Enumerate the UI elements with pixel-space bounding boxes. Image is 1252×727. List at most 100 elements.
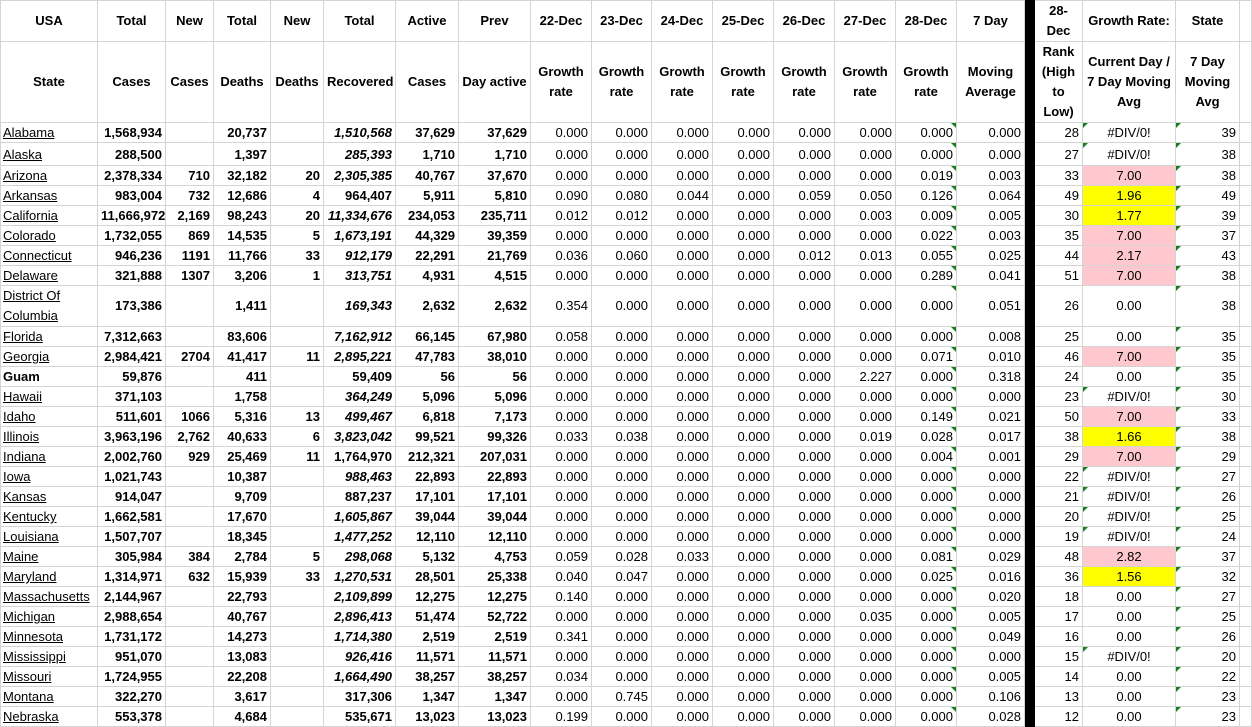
header-cell-growth-28-dec[interactable]: Growth rate	[895, 41, 957, 123]
cell-rank[interactable]: 7.00	[1082, 265, 1176, 286]
cell-total-deaths[interactable]: 14,273	[213, 626, 271, 647]
cell-growth-25-dec[interactable]: 0.000	[712, 426, 774, 447]
cell-growth-24-dec[interactable]: 0.000	[651, 486, 713, 507]
cell-growth-28-dec[interactable]: 0.000	[895, 626, 957, 647]
cell-growth-rate-ratio[interactable]: 37	[1175, 225, 1240, 246]
cell-prev-day-active[interactable]: 4,515	[458, 265, 531, 286]
cell-growth-28-dec[interactable]: 0.000	[895, 466, 957, 487]
cell-total-deaths[interactable]: 15,939	[213, 566, 271, 587]
cell-total-deaths[interactable]: 3,617	[213, 686, 271, 707]
cell-divider[interactable]: 19	[1034, 526, 1083, 547]
cell-growth-rate-ratio[interactable]: 35	[1175, 326, 1240, 347]
cell-active-cases[interactable]: 5,132	[395, 546, 459, 567]
cell-total-cases[interactable]: 173,386	[97, 285, 166, 327]
state-cell[interactable]: Massachusetts	[0, 586, 98, 607]
cell-growth-rate-ratio[interactable]: 39	[1175, 205, 1240, 226]
cell-growth-23-dec[interactable]: 0.000	[591, 506, 652, 527]
cell-prev-day-active[interactable]: 5,096	[458, 386, 531, 407]
cell-growth-22-dec[interactable]: 0.000	[530, 466, 592, 487]
cell-growth-23-dec[interactable]: 0.080	[591, 185, 652, 206]
cell-total-cases[interactable]: 946,236	[97, 245, 166, 266]
header-cell-new-cases[interactable]: Cases	[165, 41, 214, 123]
state-link[interactable]: Kansas	[3, 489, 47, 504]
cell-total-cases[interactable]: 983,004	[97, 185, 166, 206]
cell-new-cases[interactable]	[165, 686, 214, 707]
state-link[interactable]: Hawaii	[3, 389, 43, 404]
cell-growth-27-dec[interactable]: 0.000	[834, 486, 896, 507]
cell-growth-24-dec[interactable]: 0.000	[651, 586, 713, 607]
cell-total-deaths[interactable]: 22,208	[213, 666, 271, 687]
cell-divider[interactable]: 48	[1034, 546, 1083, 567]
cell-growth-26-dec[interactable]: 0.000	[773, 326, 835, 347]
cell-total-cases[interactable]: 2,984,421	[97, 346, 166, 367]
cell-prev-day-active[interactable]: 2,519	[458, 626, 531, 647]
cell-total-cases[interactable]: 3,963,196	[97, 426, 166, 447]
cell-growth-25-dec[interactable]: 0.000	[712, 566, 774, 587]
header-cell-spare[interactable]	[1239, 0, 1252, 42]
state-link[interactable]: Indiana	[3, 449, 46, 464]
cell-divider[interactable]: 46	[1034, 346, 1083, 367]
cell-7-day-moving-average[interactable]: 0.000	[956, 122, 1025, 143]
empty-cell[interactable]	[1239, 666, 1252, 687]
state-cell[interactable]: Idaho	[0, 406, 98, 427]
cell-new-cases[interactable]	[165, 646, 214, 667]
state-link[interactable]: Mississippi	[3, 649, 66, 664]
cell-growth-25-dec[interactable]: 0.000	[712, 586, 774, 607]
cell-rank[interactable]: 2.82	[1082, 546, 1176, 567]
cell-growth-24-dec[interactable]: 0.000	[651, 426, 713, 447]
header-cell-divider[interactable]	[1024, 0, 1035, 42]
state-link[interactable]: Arkansas	[3, 188, 58, 203]
cell-new-deaths[interactable]	[270, 646, 324, 667]
cell-divider[interactable]: 22	[1034, 466, 1083, 487]
cell-growth-23-dec[interactable]: 0.000	[591, 586, 652, 607]
empty-cell[interactable]	[1239, 165, 1252, 186]
cell-active-cases[interactable]: 39,044	[395, 506, 459, 527]
cell-total-cases[interactable]: 321,888	[97, 265, 166, 286]
cell-growth-27-dec[interactable]: 0.000	[834, 142, 896, 166]
cell-divider[interactable]: 21	[1034, 486, 1083, 507]
cell-new-cases[interactable]: 929	[165, 446, 214, 467]
cell-rank[interactable]: #DIV/0!	[1082, 646, 1176, 667]
cell-growth-28-dec[interactable]: 0.000	[895, 386, 957, 407]
cell-new-deaths[interactable]	[270, 326, 324, 347]
cell-rank[interactable]: 1.56	[1082, 566, 1176, 587]
cell-growth-26-dec[interactable]: 0.000	[773, 165, 835, 186]
cell-growth-28-dec[interactable]: 0.081	[895, 546, 957, 567]
cell-prev-day-active[interactable]: 1,710	[458, 142, 531, 166]
cell-total-recovered[interactable]: 964,407	[323, 185, 396, 206]
cell-new-cases[interactable]	[165, 606, 214, 627]
cell-growth-27-dec[interactable]: 0.000	[834, 285, 896, 327]
cell-growth-28-dec[interactable]: 0.022	[895, 225, 957, 246]
cell-total-deaths[interactable]: 32,182	[213, 165, 271, 186]
cell-growth-rate-ratio[interactable]: 38	[1175, 285, 1240, 327]
cell-divider[interactable]: 25	[1034, 326, 1083, 347]
empty-cell[interactable]	[1239, 205, 1252, 226]
cell-growth-24-dec[interactable]: 0.000	[651, 346, 713, 367]
cell-growth-24-dec[interactable]: 0.000	[651, 646, 713, 667]
cell-prev-day-active[interactable]: 52,722	[458, 606, 531, 627]
cell-rank[interactable]: 1.77	[1082, 205, 1176, 226]
state-link[interactable]: Alabama	[3, 125, 55, 140]
cell-total-deaths[interactable]: 10,387	[213, 466, 271, 487]
cell-divider[interactable]: 51	[1034, 265, 1083, 286]
cell-growth-24-dec[interactable]: 0.033	[651, 546, 713, 567]
cell-total-recovered[interactable]: 285,393	[323, 142, 396, 166]
state-cell[interactable]: Arkansas	[0, 185, 98, 206]
cell-7-day-moving-average[interactable]: 0.000	[956, 142, 1025, 166]
cell-growth-26-dec[interactable]: 0.000	[773, 265, 835, 286]
cell-growth-26-dec[interactable]: 0.012	[773, 245, 835, 266]
cell-rank[interactable]: #DIV/0!	[1082, 506, 1176, 527]
cell-prev-day-active[interactable]: 38,010	[458, 346, 531, 367]
state-cell[interactable]: Louisiana	[0, 526, 98, 547]
cell-growth-23-dec[interactable]: 0.038	[591, 426, 652, 447]
cell-total-cases[interactable]: 1,732,055	[97, 225, 166, 246]
state-link[interactable]: Alaska	[3, 146, 43, 162]
cell-growth-24-dec[interactable]: 0.000	[651, 606, 713, 627]
cell-total-recovered[interactable]: 1,764,970	[323, 446, 396, 467]
cell-new-cases[interactable]	[165, 626, 214, 647]
cell-growth-rate-ratio[interactable]: 26	[1175, 626, 1240, 647]
cell-total-cases[interactable]: 1,568,934	[97, 122, 166, 143]
cell-growth-25-dec[interactable]: 0.000	[712, 386, 774, 407]
state-cell[interactable]: Connecticut	[0, 245, 98, 266]
cell-growth-27-dec[interactable]: 0.013	[834, 245, 896, 266]
